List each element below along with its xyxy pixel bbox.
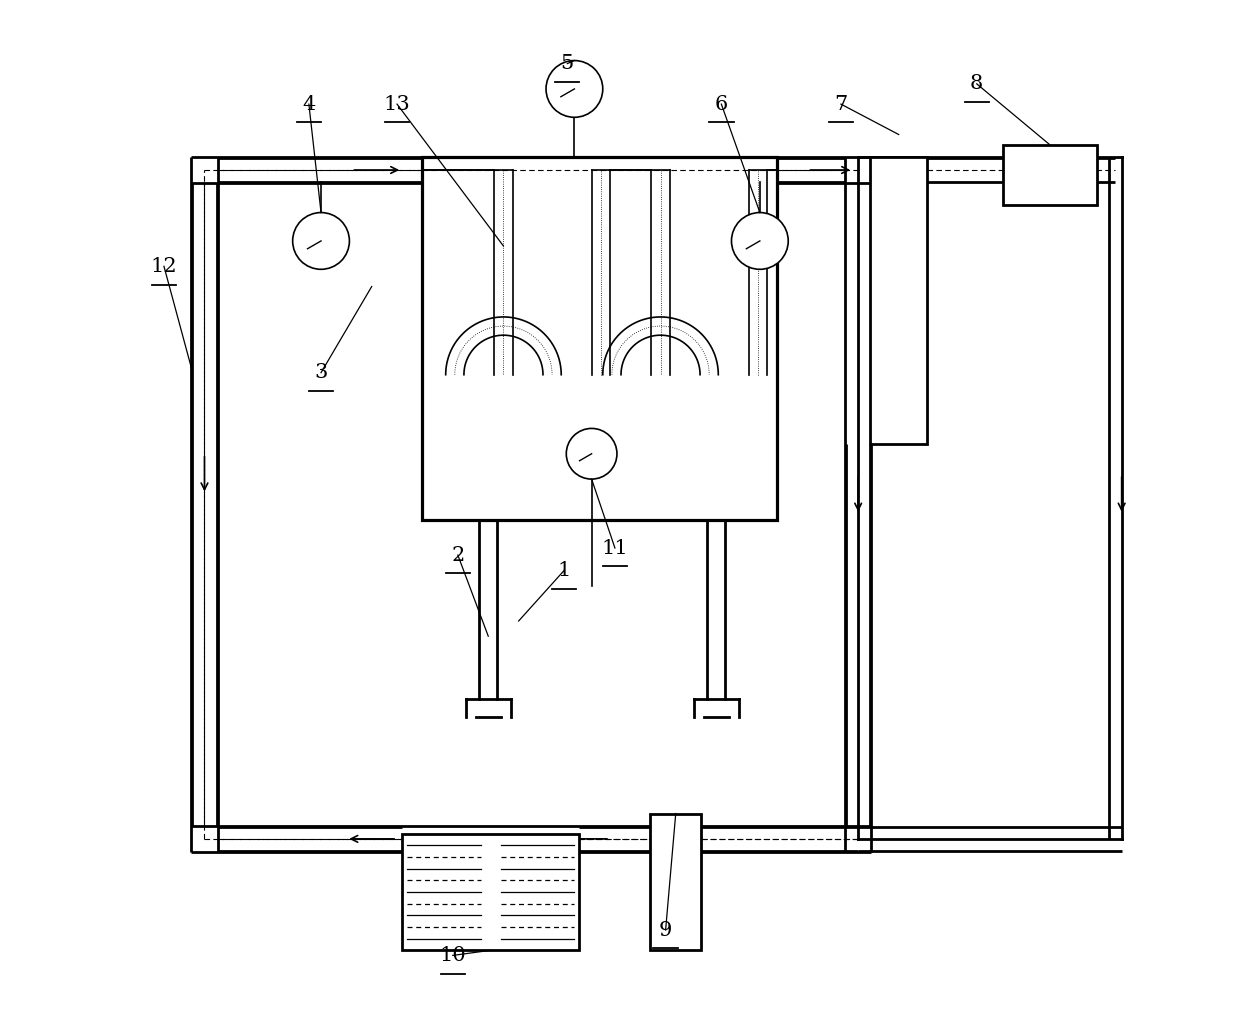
Circle shape: [732, 213, 789, 269]
Text: 4: 4: [303, 95, 315, 114]
Text: 12: 12: [150, 257, 177, 276]
Text: 10: 10: [439, 946, 466, 965]
Bar: [651, 813, 701, 951]
Bar: [1003, 145, 1097, 206]
Circle shape: [546, 60, 603, 117]
Text: 1: 1: [558, 560, 570, 580]
Circle shape: [567, 428, 618, 479]
Bar: [402, 834, 579, 951]
Text: 13: 13: [383, 95, 410, 114]
Bar: [423, 157, 777, 520]
Text: 8: 8: [970, 74, 983, 94]
Text: 2: 2: [451, 545, 465, 565]
Text: 11: 11: [601, 538, 629, 557]
Text: 3: 3: [315, 363, 327, 382]
Text: 7: 7: [835, 95, 848, 114]
Text: 6: 6: [714, 95, 728, 114]
Bar: [870, 157, 928, 443]
Text: 9: 9: [658, 920, 672, 940]
Circle shape: [293, 213, 350, 269]
Text: 5: 5: [560, 54, 574, 73]
